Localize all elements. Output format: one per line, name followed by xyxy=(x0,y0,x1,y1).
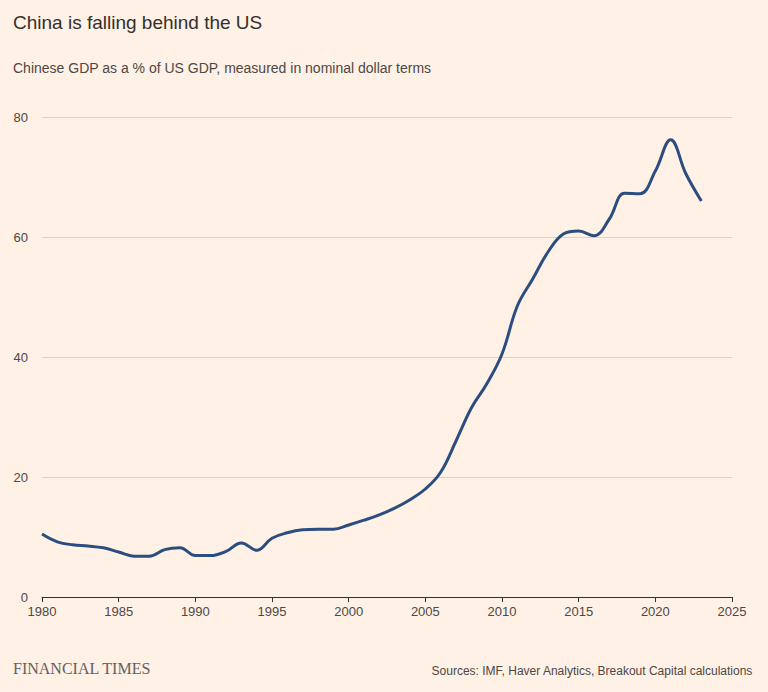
svg-text:1980: 1980 xyxy=(28,604,57,619)
svg-text:China is falling behind the US: China is falling behind the US xyxy=(13,12,262,33)
svg-text:40: 40 xyxy=(14,350,28,365)
svg-text:2000: 2000 xyxy=(334,604,363,619)
svg-text:1990: 1990 xyxy=(181,604,210,619)
svg-text:60: 60 xyxy=(14,230,28,245)
svg-text:1995: 1995 xyxy=(258,604,287,619)
svg-text:2010: 2010 xyxy=(488,604,517,619)
svg-text:20: 20 xyxy=(14,470,28,485)
svg-text:2025: 2025 xyxy=(718,604,747,619)
svg-text:80: 80 xyxy=(14,110,28,125)
svg-text:2005: 2005 xyxy=(411,604,440,619)
svg-text:2020: 2020 xyxy=(641,604,670,619)
svg-text:1985: 1985 xyxy=(104,604,133,619)
svg-text:Chinese GDP as a % of US GDP,: Chinese GDP as a % of US GDP, measured i… xyxy=(13,60,431,76)
svg-text:FINANCIAL TIMES: FINANCIAL TIMES xyxy=(13,660,150,677)
svg-text:2015: 2015 xyxy=(564,604,593,619)
svg-text:0: 0 xyxy=(21,590,28,605)
svg-text:Sources: IMF, Haver Analytics,: Sources: IMF, Haver Analytics, Breakout … xyxy=(432,664,753,678)
